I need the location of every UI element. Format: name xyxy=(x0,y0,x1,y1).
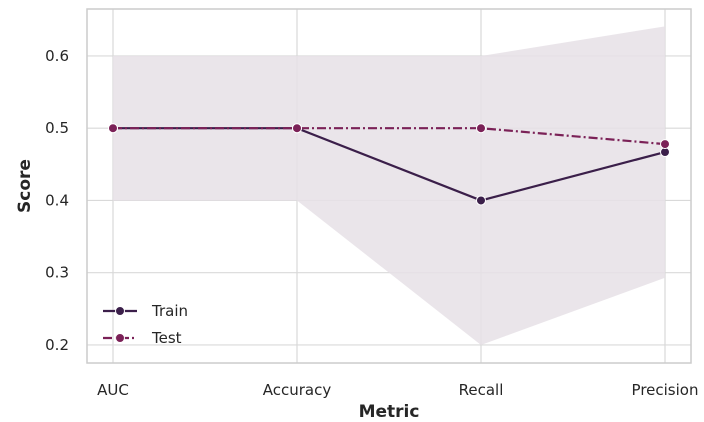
x-tick-label: Precision xyxy=(632,381,699,399)
x-tick-labels: AUC Accuracy Recall Precision xyxy=(97,381,698,399)
y-tick-label: 0.4 xyxy=(45,191,69,209)
y-tick-label: 0.5 xyxy=(45,119,69,137)
data-point-test xyxy=(660,139,670,150)
data-point-test xyxy=(108,123,118,134)
data-point-test xyxy=(292,123,302,134)
confidence-band-train xyxy=(113,26,665,345)
plot-frame xyxy=(86,8,692,364)
series-points xyxy=(108,123,670,206)
legend-label-train: Train xyxy=(151,302,188,320)
y-tick-label: 0.6 xyxy=(45,47,69,65)
x-axis-title: Metric xyxy=(359,402,420,422)
x-tick-label: AUC xyxy=(97,381,129,399)
legend-marker-test xyxy=(115,333,125,343)
data-point-train xyxy=(476,195,486,206)
x-tick-label: Recall xyxy=(459,381,504,399)
y-axis-title: Score xyxy=(15,159,35,213)
y-tick-label: 0.2 xyxy=(45,336,69,354)
legend: Train Test xyxy=(103,302,188,347)
legend-marker-train xyxy=(115,306,125,316)
legend-label-test: Test xyxy=(151,329,182,347)
x-tick-label: Accuracy xyxy=(263,381,332,399)
series-lines xyxy=(113,127,666,202)
series-line-test xyxy=(113,127,666,146)
data-point-test xyxy=(476,123,486,134)
confidence-bands xyxy=(113,26,665,345)
y-tick-label: 0.3 xyxy=(45,264,69,282)
y-tick-labels: 0.2 0.3 0.4 0.5 0.6 xyxy=(45,47,69,354)
